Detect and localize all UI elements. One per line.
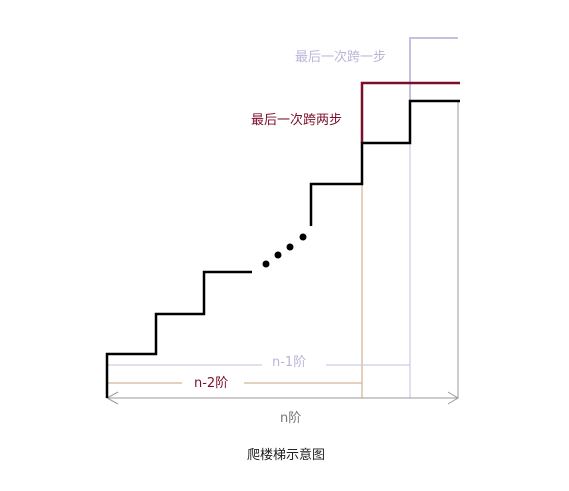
label-n-minus-2: n-2阶 — [194, 376, 228, 391]
label-last-two-steps: 最后一次跨两步 — [251, 112, 342, 128]
label-n-minus-1: n-1阶 — [272, 355, 306, 370]
ellipsis-dots — [262, 233, 307, 268]
last-two-steps-path — [360, 81, 460, 143]
last-one-step-path — [409, 37, 458, 101]
label-last-one-step: 最后一次跨一步 — [295, 49, 386, 65]
stairs-lower — [105, 270, 252, 398]
n-minus-1-guide — [107, 101, 411, 398]
label-n: n阶 — [280, 411, 301, 426]
diagram-caption: 爬楼梯示意图 — [247, 447, 325, 463]
n-minus-2-guide — [107, 83, 363, 398]
stairs-upper — [309, 99, 460, 226]
